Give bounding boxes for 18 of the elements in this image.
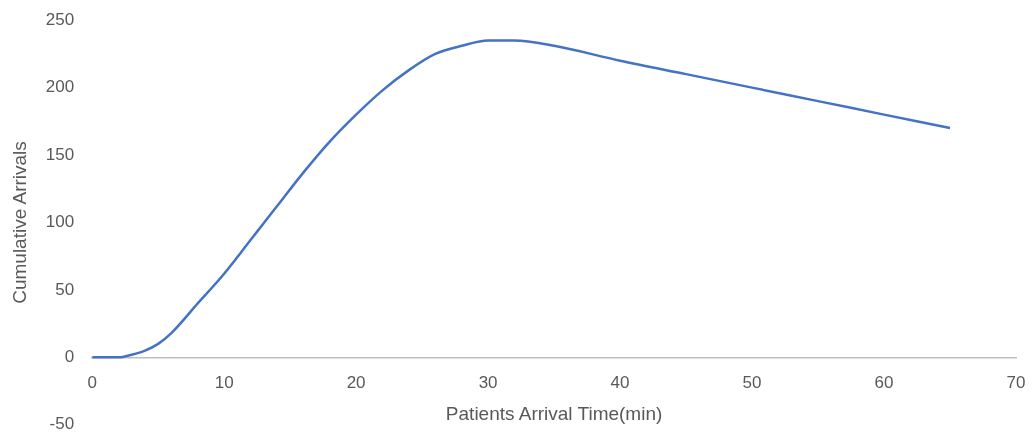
y-tick-label: 150 [45, 144, 75, 164]
y-tick-label: -50 [49, 414, 75, 434]
x-tick-label: 70 [1006, 373, 1026, 393]
x-tick-label: 40 [610, 373, 630, 393]
x-tick-label: 60 [874, 373, 894, 393]
x-axis-title: Patients Arrival Time(min) [445, 403, 663, 425]
y-tick-label: 250 [45, 9, 75, 29]
line-series [92, 39, 952, 359]
y-tick-label: 0 [64, 347, 75, 367]
x-tick-label: 0 [87, 373, 97, 393]
y-tick-label: 200 [45, 77, 75, 97]
y-axis-title: Cumulative Arrivals [8, 141, 30, 304]
x-tick-label: 20 [346, 373, 366, 393]
x-tick-label: 30 [478, 373, 498, 393]
x-tick-label: 10 [214, 373, 234, 393]
y-tick-label: 100 [45, 212, 75, 232]
y-tick-label: 50 [55, 279, 75, 299]
x-tick-label: 50 [742, 373, 762, 393]
